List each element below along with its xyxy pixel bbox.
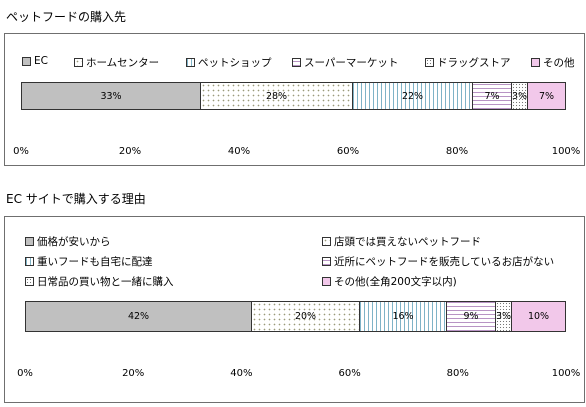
legend-label: 近所にペットフードを販売しているお店がない [334, 256, 555, 268]
bar-segment: 20% [251, 301, 360, 332]
bar-segment: 9% [446, 301, 496, 332]
chart2-title: EC サイトで購入する理由 [6, 192, 146, 206]
legend-label: ホームセンター [86, 57, 160, 69]
legend-swatch [22, 56, 31, 66]
tick-label: 0% [13, 146, 29, 157]
legend-swatch [25, 237, 34, 246]
legend-item: ホームセンター [74, 55, 159, 70]
tick-label: 40% [227, 146, 251, 157]
data-label: 42% [127, 311, 150, 322]
bar-segment: 42% [25, 301, 252, 332]
legend-swatch [186, 58, 195, 67]
tick-label: 20% [118, 146, 142, 157]
legend-item: EC [22, 55, 48, 67]
legend-item: ドラッグストア [425, 55, 511, 70]
tick-label: 80% [446, 368, 469, 379]
tick-label: 40% [230, 368, 253, 379]
legend-label: EC [34, 55, 48, 67]
bar-segment: 16% [359, 301, 447, 332]
data-label: 9% [463, 311, 479, 322]
data-label: 10% [527, 311, 550, 322]
legend-item: スーパーマーケット [292, 55, 398, 70]
legend-swatch [322, 277, 331, 286]
bar-segment: 3% [511, 82, 528, 110]
bar-segment: 7% [527, 82, 566, 110]
bar-segment: 7% [472, 82, 512, 110]
chart2-bar: 42% 20% 16% 9% 3% 10% [25, 301, 566, 332]
legend-label: 日常品の買い物と一緒に購入 [37, 276, 174, 288]
legend-swatch [74, 58, 83, 67]
legend-label: 店頭では買えないペットフード [334, 236, 481, 248]
data-label: 28% [265, 90, 288, 102]
tick-label: 60% [338, 368, 361, 379]
legend-swatch [292, 58, 301, 67]
legend-swatch [25, 257, 34, 266]
bar-segment: 33% [21, 82, 201, 110]
legend-label: 重いフードも自宅に配達 [37, 256, 153, 268]
legend-item: 価格が安いから [25, 234, 111, 249]
data-label: 16% [392, 311, 414, 322]
legend-label: ペットショップ [198, 57, 272, 69]
legend-swatch [322, 257, 331, 266]
bar-segment: 28% [200, 82, 353, 110]
tick-label: 0% [17, 368, 33, 379]
chart1-title: ペットフードの購入先 [6, 10, 127, 24]
legend-label: その他(全角200文字以内) [334, 276, 457, 288]
data-label: 3% [495, 311, 512, 322]
data-label: 7% [538, 90, 555, 102]
legend-label: スーパーマーケット [304, 57, 399, 69]
data-label: 22% [401, 90, 424, 102]
legend-item: その他(全角200文字以内) [322, 274, 457, 289]
tick-label: 100% [551, 146, 581, 157]
legend-label: 価格が安いから [37, 236, 111, 248]
legend-swatch [25, 277, 34, 286]
data-label: 7% [484, 90, 500, 102]
tick-label: 60% [336, 146, 360, 157]
legend-item: 日常品の買い物と一緒に購入 [25, 274, 174, 289]
legend-label: その他 [543, 57, 575, 69]
legend-swatch [425, 58, 434, 67]
bar-segment: 10% [511, 301, 566, 332]
legend-item: 重いフードも自宅に配達 [25, 254, 153, 269]
legend-item: その他 [531, 55, 575, 70]
bar-segment: 3% [495, 301, 512, 332]
legend-swatch [531, 58, 540, 67]
data-label: 33% [100, 90, 122, 102]
tick-label: 100% [551, 368, 581, 379]
legend-item: ペットショップ [186, 55, 272, 70]
chart1-bar: 33% 28% 22% 7% 3% 7% [21, 82, 566, 110]
tick-label: 20% [122, 368, 145, 379]
tick-label: 80% [445, 146, 469, 157]
bar-segment: 22% [352, 82, 473, 110]
data-label: 3% [511, 90, 528, 102]
data-label: 20% [294, 311, 317, 322]
legend-swatch [322, 237, 331, 246]
legend-label: ドラッグストア [437, 57, 511, 69]
legend-item: 近所にペットフードを販売しているお店がない [322, 254, 554, 269]
legend-item: 店頭では買えないペットフード [322, 234, 481, 249]
